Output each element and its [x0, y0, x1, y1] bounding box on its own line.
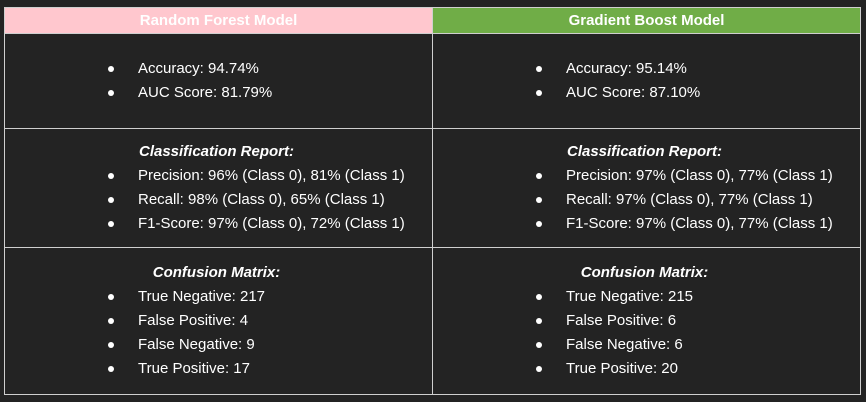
- classification-report-row: Classification Report: Precision: 96% (C…: [4, 128, 861, 248]
- bullet-icon: [536, 90, 542, 96]
- bullet-icon: [536, 342, 542, 348]
- gb-metrics-cell: Accuracy: 95.14% AUC Score: 87.10%: [432, 33, 861, 129]
- bullet-icon: [536, 221, 542, 227]
- rf-accuracy: Accuracy: 94.74%: [138, 60, 259, 77]
- rf-metrics-cell: Accuracy: 94.74% AUC Score: 81.79%: [4, 33, 433, 129]
- gradient-boost-header: Gradient Boost Model: [432, 7, 861, 34]
- list-item: True Positive: 17: [105, 357, 432, 381]
- rf-precision: Precision: 96% (Class 0), 81% (Class 1): [138, 167, 405, 184]
- rf-false-negative: False Negative: 9: [138, 336, 255, 353]
- gb-true-negative: True Negative: 215: [566, 288, 694, 305]
- rf-metrics-list: Accuracy: 94.74% AUC Score: 81.79%: [5, 57, 432, 105]
- gb-metrics-list: Accuracy: 95.14% AUC Score: 87.10%: [433, 57, 860, 105]
- list-item: AUC Score: 81.79%: [105, 81, 432, 105]
- rf-matrix-list: True Negative: 217 False Positive: 4 Fal…: [5, 285, 432, 381]
- model-comparison-table: Random Forest Model Gradient Boost Model…: [4, 7, 861, 395]
- gb-false-negative: False Negative: 6: [566, 336, 683, 353]
- gb-report-list: Precision: 97% (Class 0), 77% (Class 1) …: [433, 164, 860, 236]
- gb-false-positive: False Positive: 6: [566, 312, 677, 329]
- gb-matrix-list: True Negative: 215 False Positive: 6 Fal…: [433, 285, 860, 381]
- bullet-icon: [536, 318, 542, 324]
- rf-report-cell: Classification Report: Precision: 96% (C…: [4, 128, 433, 248]
- gb-report-title: Classification Report:: [566, 143, 723, 160]
- list-item: Accuracy: 95.14%: [533, 57, 860, 81]
- metrics-row: Accuracy: 94.74% AUC Score: 81.79% Accur…: [4, 33, 861, 129]
- bullet-icon: [108, 90, 114, 96]
- rf-report-title: Classification Report:: [138, 143, 295, 160]
- bullet-icon: [108, 197, 114, 203]
- gb-precision: Precision: 97% (Class 0), 77% (Class 1): [566, 167, 833, 184]
- bullet-icon: [536, 173, 542, 179]
- bullet-icon: [108, 221, 114, 227]
- gb-matrix-cell: Confusion Matrix: True Negative: 215 Fal…: [432, 247, 861, 395]
- rf-f1-score: F1-Score: 97% (Class 0), 72% (Class 1): [138, 215, 405, 232]
- gb-accuracy: Accuracy: 95.14%: [566, 60, 687, 77]
- header-row: Random Forest Model Gradient Boost Model: [4, 7, 861, 34]
- list-item: True Negative: 215: [533, 285, 860, 309]
- rf-auc-score: AUC Score: 81.79%: [138, 84, 273, 101]
- bullet-icon: [108, 66, 114, 72]
- bullet-icon: [108, 342, 114, 348]
- bullet-icon: [108, 173, 114, 179]
- list-item: Accuracy: 94.74%: [105, 57, 432, 81]
- list-item: Recall: 97% (Class 0), 77% (Class 1): [533, 188, 860, 212]
- gb-true-positive: True Positive: 20: [566, 360, 678, 377]
- bullet-icon: [108, 294, 114, 300]
- list-item: False Positive: 6: [533, 309, 860, 333]
- list-item: True Positive: 20: [533, 357, 860, 381]
- rf-matrix-title: Confusion Matrix:: [152, 264, 281, 281]
- confusion-matrix-row: Confusion Matrix: True Negative: 217 Fal…: [4, 247, 861, 395]
- list-item: True Negative: 217: [105, 285, 432, 309]
- bullet-icon: [108, 318, 114, 324]
- random-forest-header: Random Forest Model: [4, 7, 433, 34]
- gb-recall: Recall: 97% (Class 0), 77% (Class 1): [566, 191, 813, 208]
- gb-matrix-title: Confusion Matrix:: [580, 264, 709, 281]
- rf-matrix-cell: Confusion Matrix: True Negative: 217 Fal…: [4, 247, 433, 395]
- rf-false-positive: False Positive: 4: [138, 312, 249, 329]
- bullet-icon: [536, 197, 542, 203]
- rf-true-negative: True Negative: 217: [138, 288, 266, 305]
- bullet-icon: [536, 366, 542, 372]
- list-item: F1-Score: 97% (Class 0), 77% (Class 1): [533, 212, 860, 236]
- list-item: False Negative: 9: [105, 333, 432, 357]
- bullet-icon: [108, 366, 114, 372]
- rf-report-list: Precision: 96% (Class 0), 81% (Class 1) …: [5, 164, 432, 236]
- list-item: False Positive: 4: [105, 309, 432, 333]
- rf-true-positive: True Positive: 17: [138, 360, 250, 377]
- rf-recall: Recall: 98% (Class 0), 65% (Class 1): [138, 191, 385, 208]
- list-item: Precision: 97% (Class 0), 77% (Class 1): [533, 164, 860, 188]
- list-item: False Negative: 6: [533, 333, 860, 357]
- list-item: F1-Score: 97% (Class 0), 72% (Class 1): [105, 212, 432, 236]
- bullet-icon: [536, 66, 542, 72]
- gb-f1-score: F1-Score: 97% (Class 0), 77% (Class 1): [566, 215, 833, 232]
- bullet-icon: [536, 294, 542, 300]
- gb-auc-score: AUC Score: 87.10%: [566, 84, 701, 101]
- list-item: AUC Score: 87.10%: [533, 81, 860, 105]
- list-item: Precision: 96% (Class 0), 81% (Class 1): [105, 164, 432, 188]
- gb-report-cell: Classification Report: Precision: 97% (C…: [432, 128, 861, 248]
- list-item: Recall: 98% (Class 0), 65% (Class 1): [105, 188, 432, 212]
